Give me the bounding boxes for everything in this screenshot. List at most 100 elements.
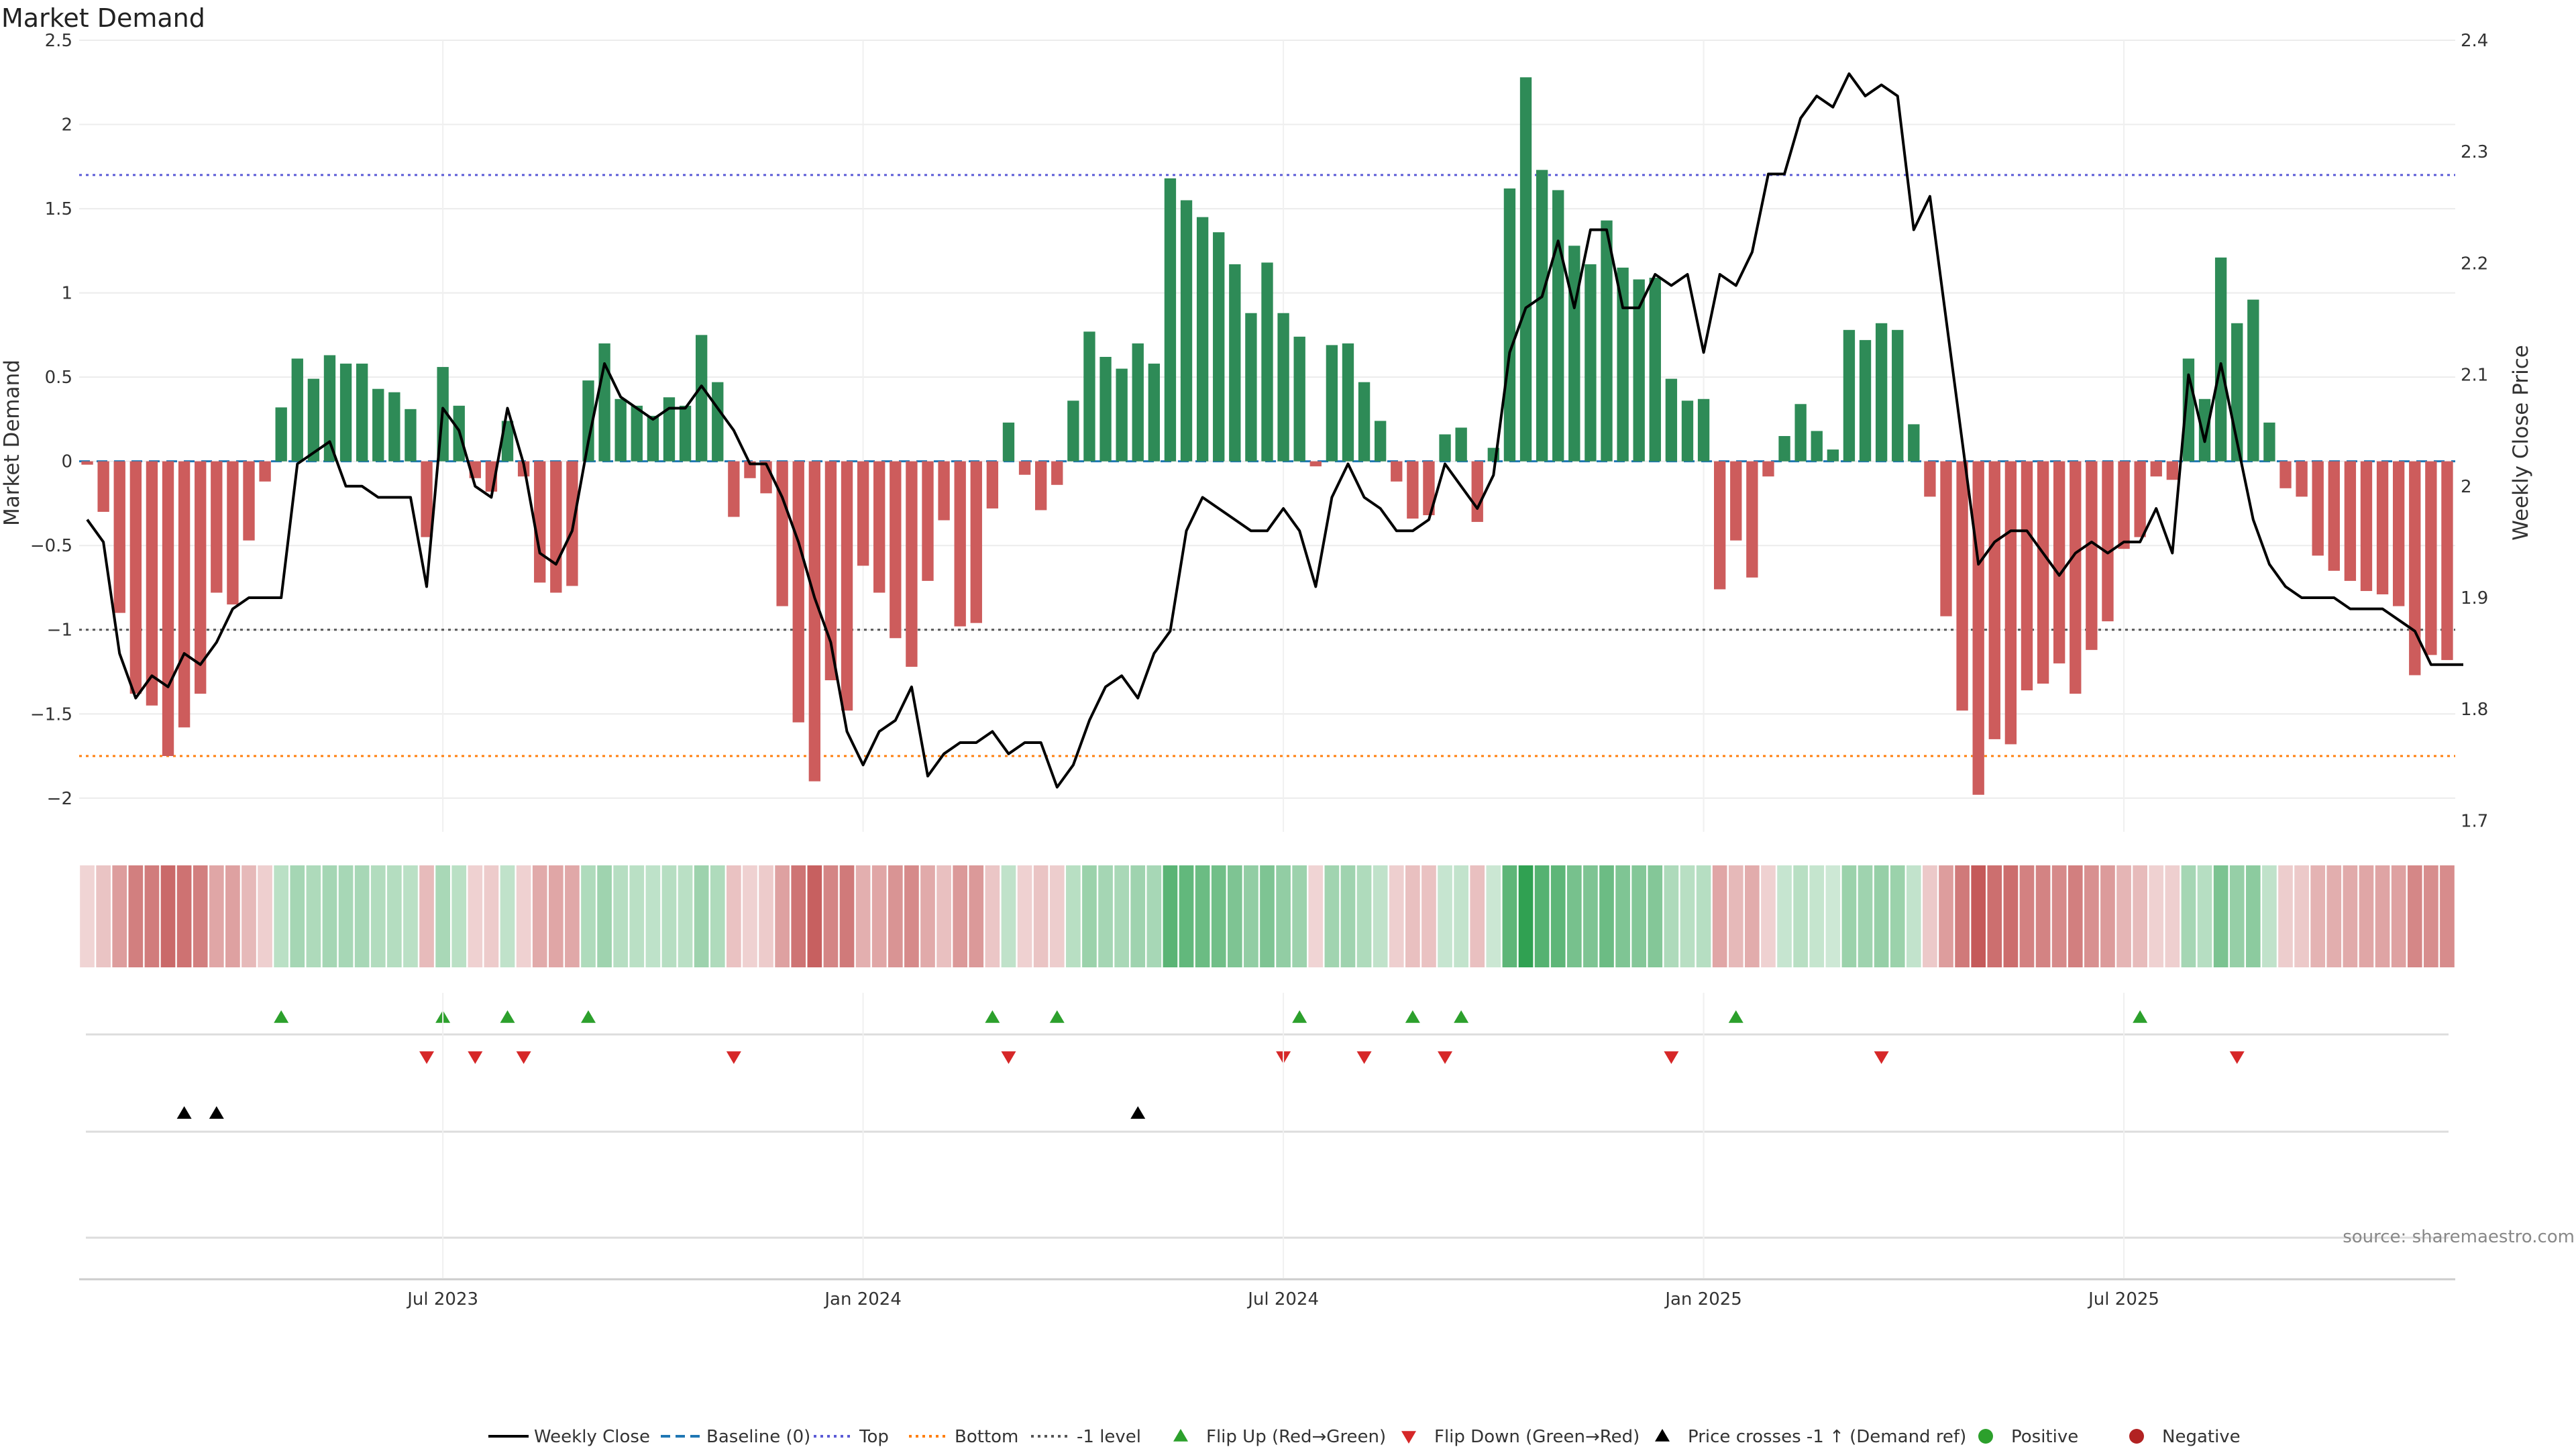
demand-bar: [243, 461, 255, 541]
demand-bar: [1164, 178, 1177, 462]
heat-cell: [2019, 865, 2035, 967]
heat-cell: [1308, 865, 1324, 967]
demand-bar: [1956, 461, 1968, 711]
heat-cell: [1001, 865, 1016, 967]
triangle-up-marker: [1728, 1010, 1743, 1023]
demand-bar: [1439, 434, 1451, 462]
demand-bar: [1277, 313, 1289, 462]
legend-label: -1 level: [1077, 1427, 1141, 1447]
demand-bar: [1908, 424, 1920, 462]
demand-bar: [1471, 461, 1483, 523]
heat-cell: [1631, 865, 1647, 967]
heat-cell: [565, 865, 580, 967]
demand-bar: [1536, 170, 1548, 462]
demand-bar: [2070, 461, 2082, 694]
demand-bar: [1940, 461, 1952, 616]
legend-item: Bottom: [909, 1427, 1018, 1447]
demand-bar: [857, 461, 869, 566]
legend-item: Baseline (0): [661, 1427, 810, 1447]
demand-bar: [986, 461, 999, 508]
heat-cell: [2359, 865, 2374, 967]
demand-bar: [1358, 382, 1371, 462]
heat-cell: [1082, 865, 1097, 967]
heat-cell: [1098, 865, 1113, 967]
heat-cell: [2440, 865, 2455, 967]
heat-cell: [1890, 865, 1905, 967]
demand-bar: [679, 405, 692, 462]
demand-bar: [1196, 217, 1209, 462]
demand-bar: [1762, 461, 1774, 477]
heat-cell: [613, 865, 629, 967]
heat-cell: [2003, 865, 2019, 967]
demand-bar: [1326, 345, 1338, 462]
heat-cell: [1566, 865, 1582, 967]
demand-bar: [1988, 461, 2000, 739]
demand-bar: [922, 461, 934, 581]
heat-cell: [1017, 865, 1032, 967]
demand-bar: [259, 461, 271, 482]
heat-cell: [322, 865, 337, 967]
x-tick-label: Jul 2024: [1246, 1289, 1319, 1309]
demand-bar: [1552, 190, 1564, 462]
heat-cell: [1712, 865, 1727, 967]
demand-bar: [534, 461, 546, 583]
demand-bar: [1601, 220, 1613, 462]
heat-cell: [1324, 865, 1340, 967]
y-axis-label: Market Demand: [0, 360, 24, 526]
demand-bar: [1132, 343, 1144, 462]
legend-label: Flip Up (Red→Green): [1206, 1427, 1386, 1447]
heat-cell: [871, 865, 887, 967]
demand-bar: [970, 461, 982, 623]
demand-bar: [1342, 343, 1354, 462]
y-tick-label: 0.5: [45, 368, 72, 388]
heat-cell: [1906, 865, 1921, 967]
heat-cell: [1292, 865, 1307, 967]
heat-cell: [128, 865, 144, 967]
demand-bar: [2053, 461, 2065, 663]
demand-bar: [873, 461, 885, 593]
heat-cell: [2165, 865, 2180, 967]
heat-cell: [629, 865, 645, 967]
demand-bar: [1067, 400, 1079, 462]
heat-cell: [80, 865, 95, 967]
heat-cell: [791, 865, 806, 967]
triangle-up-marker: [1292, 1010, 1307, 1023]
heat-cell: [969, 865, 984, 967]
demand-bar: [647, 415, 659, 462]
demand-bar: [1407, 461, 1419, 519]
demand-bar: [550, 461, 562, 593]
heat-cell: [209, 865, 224, 967]
demand-bar: [1972, 461, 1984, 795]
legend-triangle-symbol: [1173, 1429, 1188, 1442]
demand-bar: [1778, 436, 1790, 462]
demand-bar: [195, 461, 207, 694]
heat-cell: [2149, 865, 2164, 967]
heat-cell: [2278, 865, 2293, 967]
demand-bar: [776, 461, 788, 606]
heat-cell: [953, 865, 968, 967]
triangle-down-marker: [419, 1051, 435, 1064]
triangle-down-marker: [1664, 1051, 1679, 1064]
x-tick-label: Jan 2024: [823, 1289, 902, 1309]
legend-label: Negative: [2162, 1427, 2241, 1447]
demand-bar: [1229, 264, 1241, 462]
demand-bar: [2360, 461, 2373, 591]
heat-cell: [775, 865, 790, 967]
heat-cell: [694, 865, 709, 967]
y2-tick-label: 2: [2461, 477, 2472, 497]
triangle-down-marker: [726, 1051, 741, 1064]
triangle-up-marker: [2133, 1010, 2148, 1023]
triangle-up-marker: [1130, 1106, 1146, 1119]
heat-cell: [2310, 865, 2326, 967]
demand-bar: [2118, 461, 2130, 549]
y-tick-label: 2: [61, 115, 72, 136]
heat-cell: [2068, 865, 2083, 967]
demand-bar: [744, 461, 756, 478]
demand-bar: [2086, 461, 2098, 650]
y-tick-label: 2.5: [45, 31, 72, 51]
heat-cell: [96, 865, 111, 967]
demand-bar: [81, 461, 93, 465]
legend-item: Top: [814, 1427, 889, 1447]
demand-bar: [2102, 461, 2114, 622]
heat-cell: [160, 865, 176, 967]
